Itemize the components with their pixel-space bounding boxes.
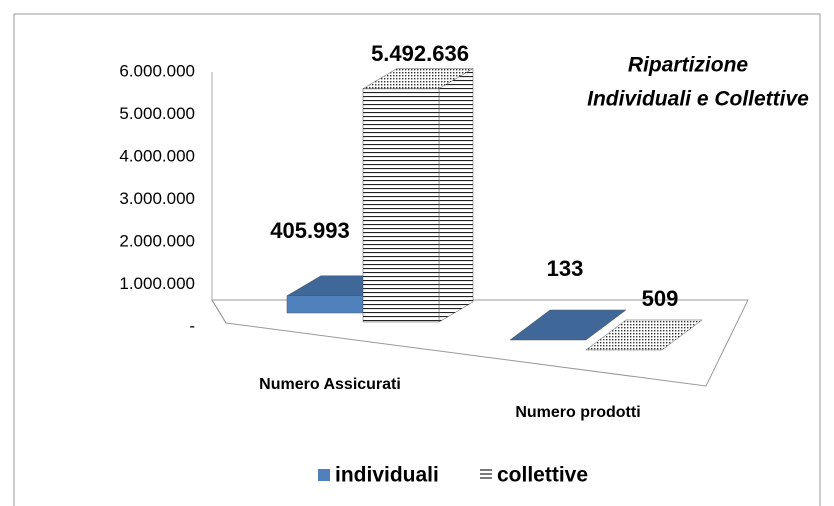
- y-tick-label: 5.000.000: [119, 104, 195, 123]
- bar-side: [438, 68, 474, 323]
- legend-label: collettive: [497, 464, 588, 487]
- y-tick-label: 4.000.000: [119, 146, 195, 165]
- chart-border: [13, 13, 821, 506]
- y-tick-label: 1.000.000: [119, 274, 195, 293]
- chart-title: Ripartizione: [628, 54, 748, 77]
- y-tick-label: 6.000.000: [119, 61, 195, 80]
- y-tick-label: -: [189, 316, 195, 335]
- x-tick-label: Numero Assicurati: [259, 376, 401, 393]
- value-label: 5.492.636: [371, 41, 469, 66]
- y-tick-label: 3.000.000: [119, 189, 195, 208]
- bar: [362, 88, 440, 323]
- value-label: 133: [547, 256, 584, 281]
- legend-label: individuali: [335, 464, 439, 487]
- bar-top: [362, 68, 474, 89]
- x-tick-label: Numero prodotti: [515, 404, 640, 421]
- chart-title: Individuali e Collettive: [587, 88, 809, 111]
- bar: [286, 295, 364, 314]
- bar-top: [585, 319, 703, 351]
- bar-top: [509, 309, 627, 341]
- y-tick-label: 2.000.000: [119, 231, 195, 250]
- legend-swatch: [318, 469, 330, 481]
- value-label: 509: [642, 286, 679, 311]
- axis-edge: [211, 299, 227, 324]
- value-label: 405.993: [270, 218, 350, 243]
